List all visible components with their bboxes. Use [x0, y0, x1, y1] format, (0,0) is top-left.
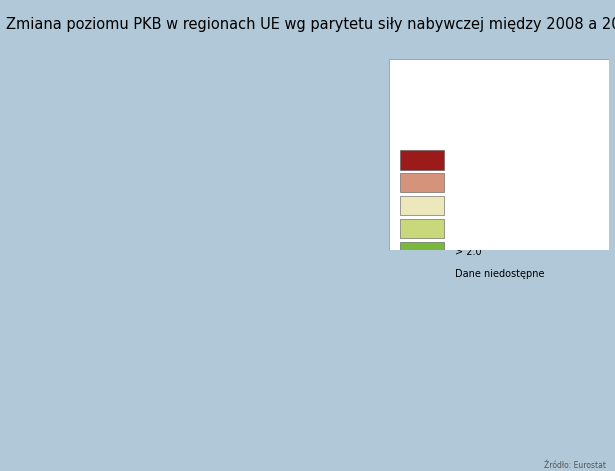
Text: −0.5 – 0.5: −0.5 – 0.5 [454, 201, 505, 211]
Bar [400, 196, 444, 215]
Bar [400, 219, 444, 238]
Text: −2.0 – −0.5: −2.0 – −0.5 [454, 178, 513, 188]
FancyBboxPatch shape [389, 59, 609, 250]
Text: 0.5 – 2.0: 0.5 – 2.0 [454, 224, 496, 234]
Text: EU-27 = 0.0: EU-27 = 0.0 [400, 128, 464, 138]
Text: > 2.0: > 2.0 [454, 246, 482, 257]
Text: Źródło: Eurostat: Źródło: Eurostat [544, 461, 606, 470]
Bar [400, 173, 444, 192]
Text: do średniego spadku: do średniego spadku [400, 88, 501, 98]
Bar [400, 265, 444, 284]
Text: Dane niedostępne: Dane niedostępne [454, 269, 544, 279]
Text: PKB w całej Unii: PKB w całej Unii [400, 106, 478, 116]
Text: ≤− 2.0: ≤− 2.0 [454, 155, 490, 165]
Bar [400, 150, 444, 170]
Bar [400, 242, 444, 261]
Text: Zmiana poziomu PKB w regionach UE wg parytetu siły nabywczej między 2008 a 2009 : Zmiana poziomu PKB w regionach UE wg par… [6, 17, 615, 32]
Text: Zmiana procentowa w odniesieniu: Zmiana procentowa w odniesieniu [400, 68, 568, 78]
